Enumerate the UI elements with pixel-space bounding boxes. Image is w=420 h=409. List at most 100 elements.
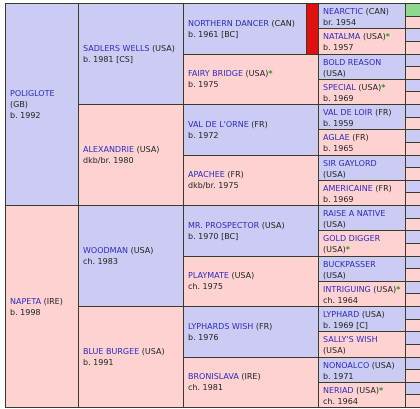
strip <box>405 179 420 194</box>
horse-cell: NAPETA (IRE) b. 1998 <box>5 205 79 408</box>
horse-cell: GOLD DIGGER (USA)*b. 1962 <box>318 230 406 265</box>
strip <box>405 280 420 295</box>
info: b. 1971 <box>323 371 354 381</box>
horse-cell: NORTHERN DANCER (CAN) b. 1961 [BC] <box>183 3 319 55</box>
info: br. 1954 <box>323 18 357 27</box>
horse-name[interactable]: PLAYMATE <box>188 271 229 281</box>
star: * <box>345 245 350 255</box>
info: b. 1969 [C] <box>323 321 368 330</box>
horse-name[interactable]: NERIAD <box>323 385 354 395</box>
strip <box>405 91 420 105</box>
country: (FR) <box>375 108 392 117</box>
horse-name[interactable]: AGLAE <box>323 133 350 143</box>
horse-name[interactable]: AMERICAINE <box>323 183 373 193</box>
name-line: VAL DE LOIR (FR) <box>323 107 401 118</box>
info: b. 1981 [CS] <box>83 55 133 64</box>
strip <box>405 343 420 358</box>
country: (USA) <box>323 169 346 179</box>
horse-name[interactable]: SPECIAL <box>323 82 356 92</box>
horse-name[interactable]: NATALMA <box>323 32 361 42</box>
country: (USA) <box>323 68 346 78</box>
strip <box>405 217 420 232</box>
horse-cell: APACHEE (FR) dkb/br. 1975 <box>183 154 319 206</box>
horse-name[interactable]: VAL DE L'ORNE <box>188 119 249 129</box>
country: (USA) <box>141 347 165 356</box>
name-line: VAL DE L'ORNE (FR) <box>188 119 314 130</box>
country: (USA) <box>130 246 154 255</box>
horse-cell: NONOALCO (USA) b. 1971 <box>318 356 406 383</box>
horse-name[interactable]: SADLERS WELLS <box>83 44 150 53</box>
horse-name[interactable]: BLUE BURGEE <box>83 347 140 356</box>
strip <box>405 318 420 333</box>
horse-name[interactable]: NONOALCO <box>323 360 370 370</box>
horse-name[interactable]: SIR GAYLORD <box>323 158 377 168</box>
horse-name[interactable]: BUCKPASSER <box>323 259 376 269</box>
horse-name[interactable]: MR. PROSPECTOR <box>188 220 260 230</box>
info: b. 1976 <box>188 332 219 342</box>
name-line: NATALMA (USA)* <box>323 31 401 42</box>
horse-cell: BRONISLAVA (IRE) ch. 1981 <box>183 356 319 408</box>
country: (USA) <box>323 220 346 229</box>
strip <box>405 242 420 257</box>
horse-cell: LYPHARDS WISH (FR) b. 1976 <box>183 306 319 358</box>
info: b. 1972 <box>188 130 219 140</box>
horse-name[interactable]: FAIRY BRIDGE <box>188 69 243 79</box>
strip <box>405 116 420 131</box>
name-line: GOLD DIGGER (USA)* <box>323 233 401 255</box>
horse-name[interactable]: BRONISLAVA <box>188 372 239 382</box>
info: b. 1975 <box>188 80 219 90</box>
horse-cell: WOODMAN (USA) ch. 1983 <box>78 205 184 307</box>
strip <box>405 230 420 244</box>
name-line: FAIRY BRIDGE (USA)* <box>188 68 314 79</box>
strip <box>405 192 420 206</box>
horse-name[interactable]: INTRIGUING <box>323 284 371 294</box>
horse-cell: SPECIAL (USA)* b. 1969 <box>318 78 406 105</box>
strip <box>405 66 420 80</box>
horse-cell: AMERICAINE (FR) b. 1969 <box>318 179 406 206</box>
horse-name[interactable]: APACHEE <box>188 170 225 180</box>
horse-name[interactable]: SALLY'S WISH <box>323 335 378 345</box>
country: (USA) <box>231 271 255 281</box>
horse-cell: MR. PROSPECTOR (USA) b. 1970 [BC] <box>183 205 319 257</box>
country: (FR) <box>227 170 244 180</box>
horse-name[interactable]: BOLD REASON <box>323 57 382 67</box>
horse-name[interactable]: POLIGLOTE <box>10 89 55 98</box>
name-line: MR. PROSPECTOR (USA) <box>188 220 314 231</box>
horse-name[interactable]: LYPHARDS WISH <box>188 321 254 331</box>
name-line: WOODMAN (USA) <box>83 245 179 256</box>
info: b. 1969 <box>323 93 354 103</box>
strip <box>405 141 420 156</box>
horse-name[interactable]: LYPHARD <box>323 310 360 319</box>
country: (USA) <box>245 69 269 79</box>
name-line: AMERICAINE (FR) <box>323 183 401 194</box>
strip <box>405 104 420 118</box>
country: (USA) <box>362 32 386 42</box>
star: * <box>381 82 386 92</box>
strip <box>405 331 420 345</box>
horse-name[interactable]: WOODMAN <box>83 246 129 255</box>
strip <box>405 293 420 307</box>
horse-name[interactable]: VAL DE LOIR <box>323 108 373 117</box>
country: (USA) <box>371 360 395 370</box>
horse-cell: SIR GAYLORD (USA)b. 1959 [IC] <box>318 154 406 190</box>
name-line: AGLAE (FR) <box>323 132 401 143</box>
horse-name[interactable]: NEARCTIC <box>323 7 364 16</box>
horse-cell: BLUE BURGEE (USA) b. 1991 <box>78 306 184 408</box>
name-line: NORTHERN DANCER (CAN) <box>188 18 314 29</box>
strip <box>405 78 420 93</box>
horse-name[interactable]: ALEXANDRIE <box>83 145 135 154</box>
horse-cell: NATALMA (USA)* b. 1957 <box>318 28 406 55</box>
info: dkb/br. 1975 <box>188 181 239 191</box>
horse-name[interactable]: GOLD DIGGER <box>323 234 381 244</box>
horse-name[interactable]: RAISE A NATIVE <box>323 209 386 218</box>
info: ch. 1964 <box>323 295 358 305</box>
strip <box>405 53 420 68</box>
info: b. 1998 <box>10 307 41 317</box>
info: b. 1965 <box>323 144 354 154</box>
name-line: POLIGLOTE (GB) <box>10 88 74 110</box>
name-line: PLAYMATE (USA) <box>188 270 314 281</box>
country: (USA) <box>323 245 346 255</box>
horse-name[interactable]: NORTHERN DANCER <box>188 18 269 28</box>
horse-name[interactable]: NAPETA <box>10 296 42 306</box>
